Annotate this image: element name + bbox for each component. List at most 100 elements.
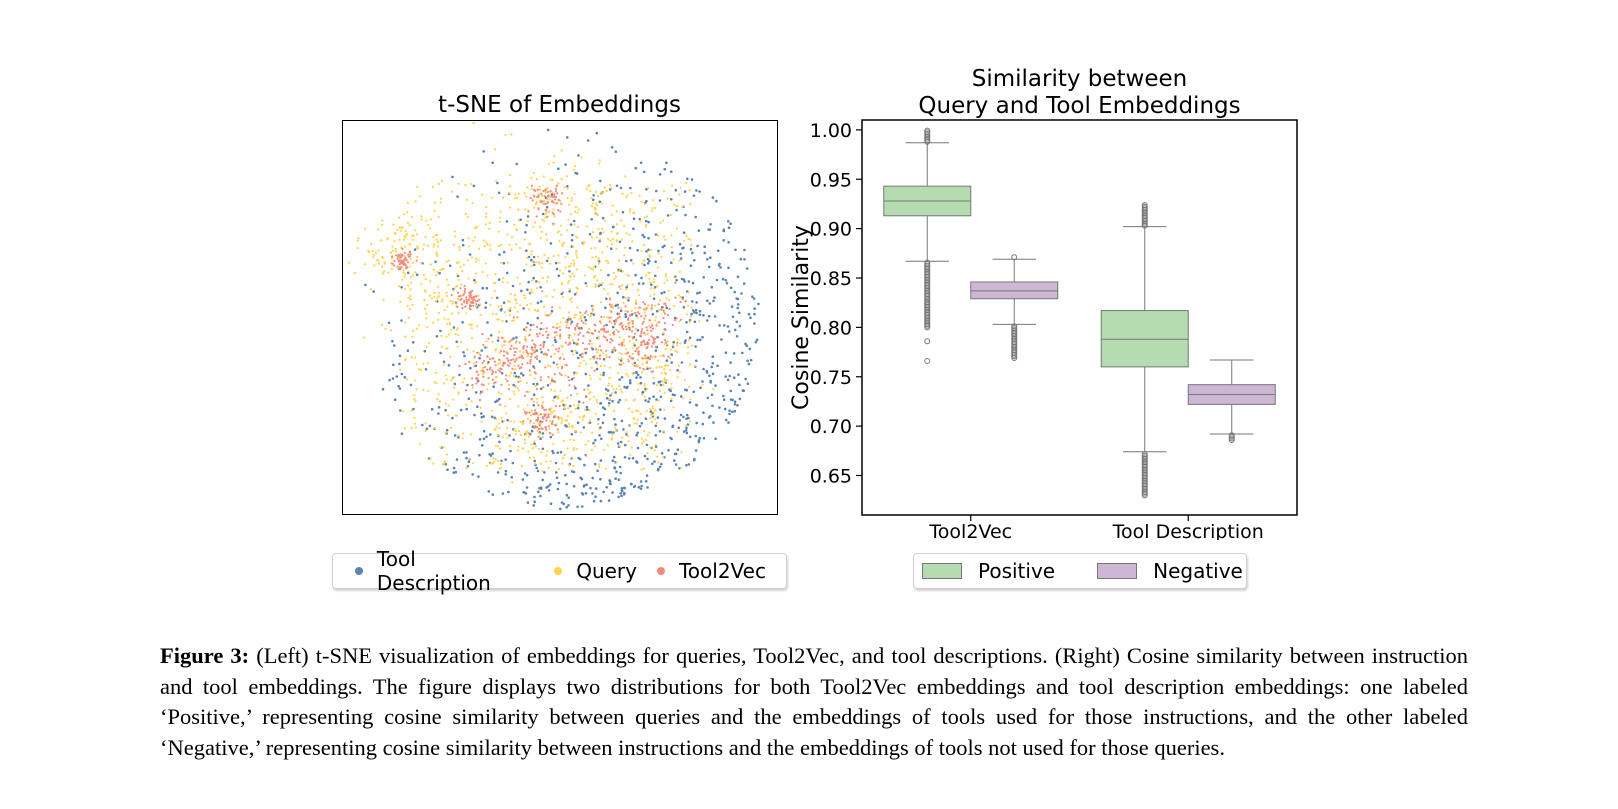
tsne-point [648,254,651,257]
tsne-point [538,486,541,490]
tsne-point [532,404,536,407]
tsne-point [594,246,597,250]
tsne-point [628,381,632,385]
tsne-point [536,316,540,320]
tsne-point [643,454,647,458]
tsne-point [679,342,682,345]
tsne-point [503,311,507,314]
legend-label-negative: Negative [1153,559,1243,583]
tsne-point [710,365,713,369]
tsne-point [641,363,644,366]
tsne-point [490,297,493,300]
tsne-point [549,435,553,439]
tsne-point [618,351,621,354]
tsne-point [716,364,719,367]
tsne-point [533,206,536,209]
tsne-point [594,211,597,214]
tsne-point [541,212,545,216]
tsne-point [649,446,652,449]
tsne-point [621,270,624,273]
tsne-point [656,416,660,419]
tsne-point [536,287,539,290]
tsne-point [646,257,650,261]
tsne-point [608,479,611,482]
tsne-point [403,376,407,379]
tsne-point [545,486,548,489]
tsne-point [654,349,658,352]
tsne-point [377,249,380,252]
tsne-point [735,335,739,338]
tsne-point [718,262,721,266]
tsne-point [594,283,597,286]
tsne-point [694,308,698,312]
tsne-point [668,388,671,391]
tsne-point [752,297,756,300]
tsne-point [562,502,566,506]
tsne-point [466,383,469,387]
tsne-point [659,383,663,387]
tsne-point [640,200,643,203]
tsne-point [585,483,588,487]
tsne-point [538,360,541,363]
tsne-point [729,361,732,364]
tsne-point [620,487,624,490]
tsne-point [709,223,712,226]
tsne-point [538,185,541,188]
tsne-point [685,463,688,467]
tsne-point [738,324,742,328]
tsne-point [640,249,643,252]
legend-patch-negative [1097,563,1138,579]
tsne-point [539,286,542,289]
tsne-point [465,456,468,460]
tsne-point [573,293,577,296]
tsne-point [475,272,478,275]
tsne-point [680,361,684,364]
tsne-point [539,494,542,498]
tsne-point [695,189,698,192]
tsne-point [510,476,514,479]
tsne-point [590,205,594,208]
tsne-point [724,375,727,378]
tsne-point [440,197,443,200]
tsne-point [545,259,549,263]
tsne-point [599,232,602,235]
tsne-point [639,412,642,415]
tsne-point [568,270,571,273]
tsne-point [672,340,675,344]
tsne-point [425,317,428,320]
tsne-point [729,286,733,290]
tsne-point [525,195,528,198]
tsne-point [623,491,626,495]
tsne-point [480,349,483,352]
tsne-point [615,470,618,474]
tsne-point [446,468,449,472]
tsne-point [660,291,663,295]
tsne-point [635,376,638,379]
tsne-point [593,265,596,269]
tsne-point [682,415,685,419]
tsne-point [566,281,570,284]
tsne-point [554,395,557,399]
tsne-point [569,265,572,268]
tsne-point [611,325,615,329]
tsne-point [457,278,460,281]
tsne-point [400,432,404,436]
tsne-point [482,415,485,418]
outlier-point [924,357,931,364]
tsne-point [526,186,529,189]
tsne-point [514,432,517,435]
tsne-point [551,449,554,453]
tsne-point [399,369,402,372]
tsne-point [537,490,540,494]
tsne-point [413,356,417,359]
tsne-point [512,438,515,442]
tsne-point [516,449,520,452]
tsne-point [642,467,645,470]
tsne-point [485,435,488,439]
tsne-point [711,196,715,199]
tsne-point [447,259,450,262]
tsne-point [679,252,682,256]
tsne-point [552,223,555,226]
tsne-point [651,462,654,466]
tsne-point [613,409,616,412]
